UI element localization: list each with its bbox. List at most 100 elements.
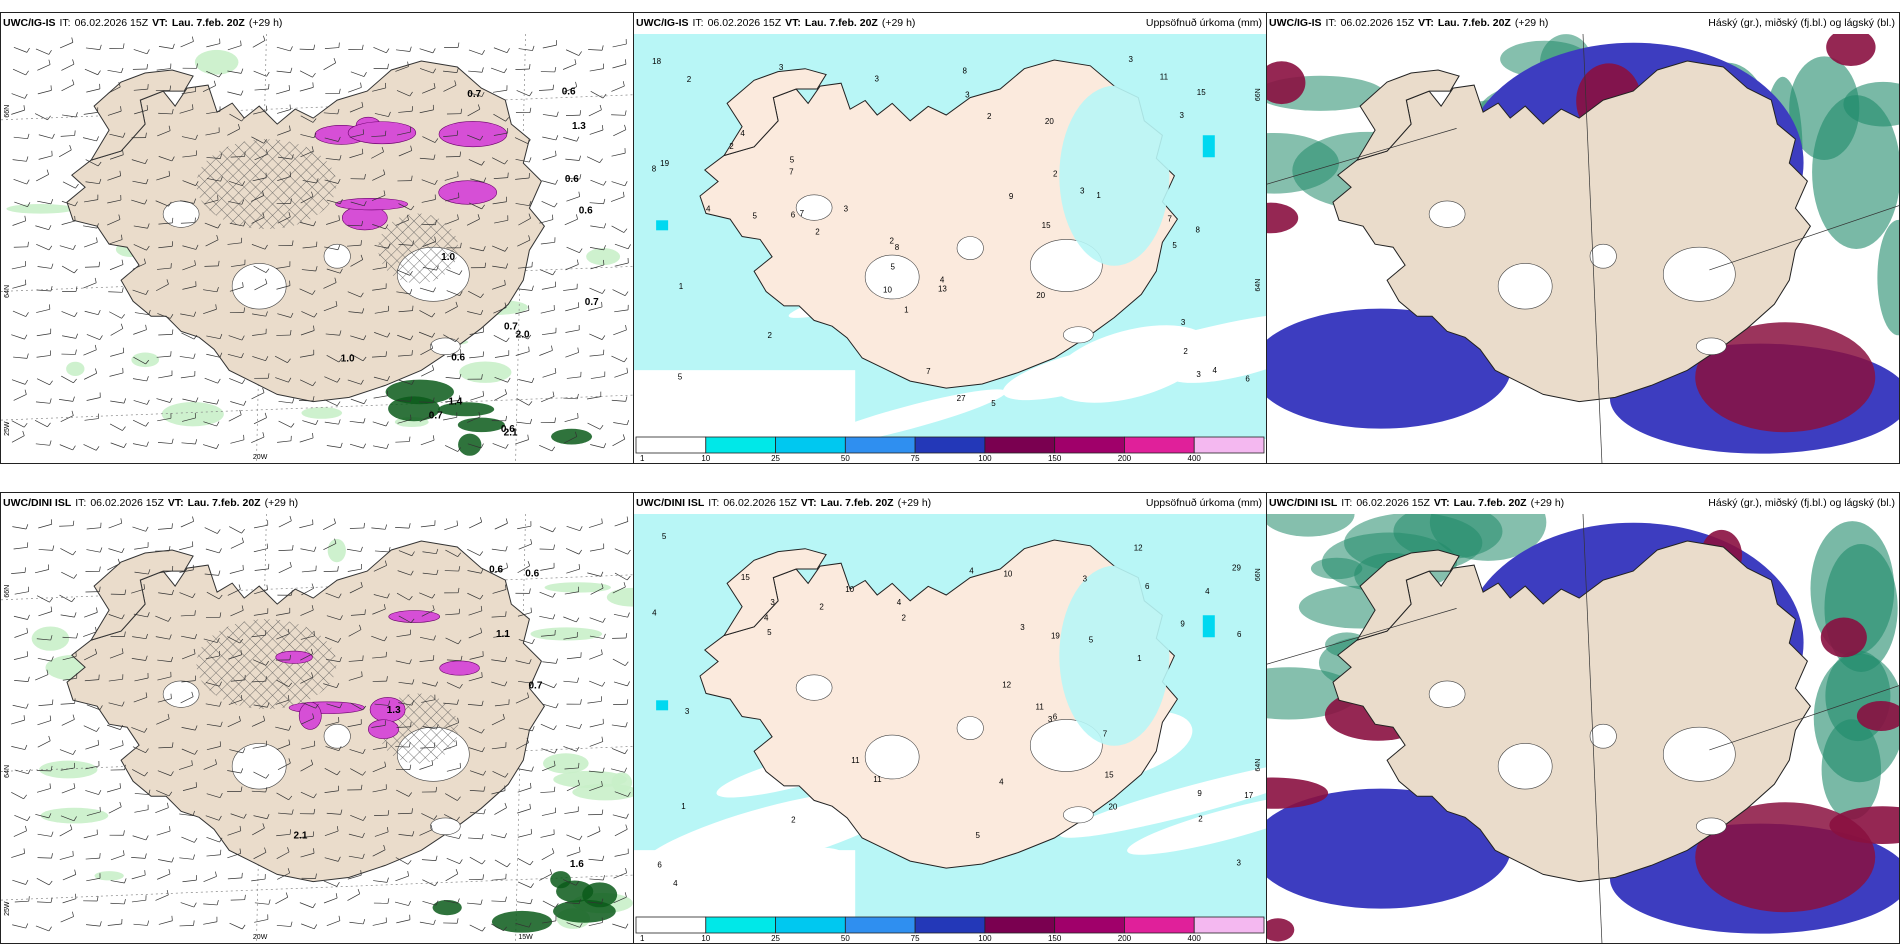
wind-barb [444,814,457,822]
wind-barb [12,159,27,162]
wind-barb [516,398,530,406]
wind-barb [444,306,458,314]
accumulated-precip-label: 5 [678,372,683,381]
wind-barb-flag [362,919,366,925]
precip-green-area [388,396,440,422]
wind-barb-flag [170,313,174,319]
wind-barb-flag [265,278,268,284]
wind-barb [206,746,221,751]
wind-barb [59,855,74,860]
wind-barb-flag [333,518,336,524]
wind-barb-flag [72,750,76,755]
wind-barb [611,152,626,157]
wind-barb-flag [69,145,72,151]
wind-barb-flag [362,832,365,838]
accumulated-precip-label: 1 [904,306,909,315]
wind-barb [278,520,292,528]
wind-barb [11,572,26,575]
wind-barb [469,924,483,932]
wind-barb [350,259,363,267]
wind-barb [466,902,481,905]
boundary-line [1267,608,1457,665]
iceland-outline [699,539,1179,869]
wind-barb [371,527,386,530]
wind-barb-flag [339,268,343,274]
wind-barb-flag [48,225,52,230]
wind-barb [182,285,197,290]
wind-barb [564,417,579,422]
wind-barb [515,697,529,704]
wind-barb [492,443,506,449]
vt-label: VT: [1418,17,1434,29]
wind-barb-flag [24,744,28,750]
accumulated-precip-label: 6 [1053,713,1058,722]
wind-barb [422,682,436,687]
wind-barb-flag [291,154,294,160]
wind-barb [13,615,28,620]
wind-barb [349,921,364,925]
wind-barb [491,746,506,750]
wind-barb [158,46,173,49]
wind-barb-flag [123,443,127,448]
wind-barb [109,423,123,431]
wind-barb [179,546,193,551]
wind-barb-flag [312,432,314,439]
wind-barb-flag [339,199,343,204]
wind-barb-flag [553,760,556,766]
wind-barb [131,199,145,205]
wind-barb [373,395,388,399]
wind-barb [59,42,74,49]
wind-barb [418,331,433,338]
wind-barb [179,569,194,573]
wind-barb [155,894,169,901]
wind-barb-flag [289,104,291,110]
wind-barb [518,379,533,383]
accumulated-precip-label: 8 [962,66,967,75]
wind-barb-flag [195,439,198,445]
wind-barb-flag [626,813,629,819]
wind-barb-flag [432,605,435,611]
wind-barb-flag [624,767,627,773]
wind-barb [588,523,603,528]
wind-barb-flag [99,547,103,553]
glacier [956,716,984,740]
accumulated-precip-label: 8 [652,165,657,174]
wind-barb [61,375,74,384]
wind-barb-flag [434,236,437,242]
wind-barb [323,897,338,904]
wind-barb [374,703,389,706]
wind-barb [132,419,146,427]
wind-barb [518,48,533,51]
wind-barb-flag [483,177,487,183]
accumulated-precip-label: 12 [1002,681,1011,690]
wind-barb-flag [74,698,76,704]
wind-barb-flag [387,898,390,904]
wind-barb-flag [431,332,435,338]
wind-barb-flag [333,58,337,63]
boundary-line [1267,128,1457,185]
wind-barb [300,115,314,123]
wind-barb [251,392,265,400]
wind-barb-flag [580,699,582,705]
wind-barb-flag [169,826,171,832]
wind-barb [131,588,145,594]
wind-barb [107,69,122,74]
wind-barb-flag [601,583,604,589]
wind-barb [396,634,411,638]
wind-barb [206,854,221,857]
wind-barb [157,659,172,663]
wind-barb-flag [432,397,435,403]
wind-barb [229,286,244,292]
wind-barb [326,615,341,621]
wind-barb-flag [311,191,314,197]
accumulated-precip-label: 11 [873,775,882,784]
wind-barb-flag [240,768,244,774]
wind-barb-flag [291,590,293,596]
wind-barb [517,881,532,888]
wind-barb-flag [51,656,54,662]
wind-barb [398,702,413,706]
accumulated-precip-label: 6 [1145,582,1150,591]
wind-barb-flag [627,549,631,555]
wind-barb [37,657,52,662]
wind-barb-flag [360,292,364,298]
